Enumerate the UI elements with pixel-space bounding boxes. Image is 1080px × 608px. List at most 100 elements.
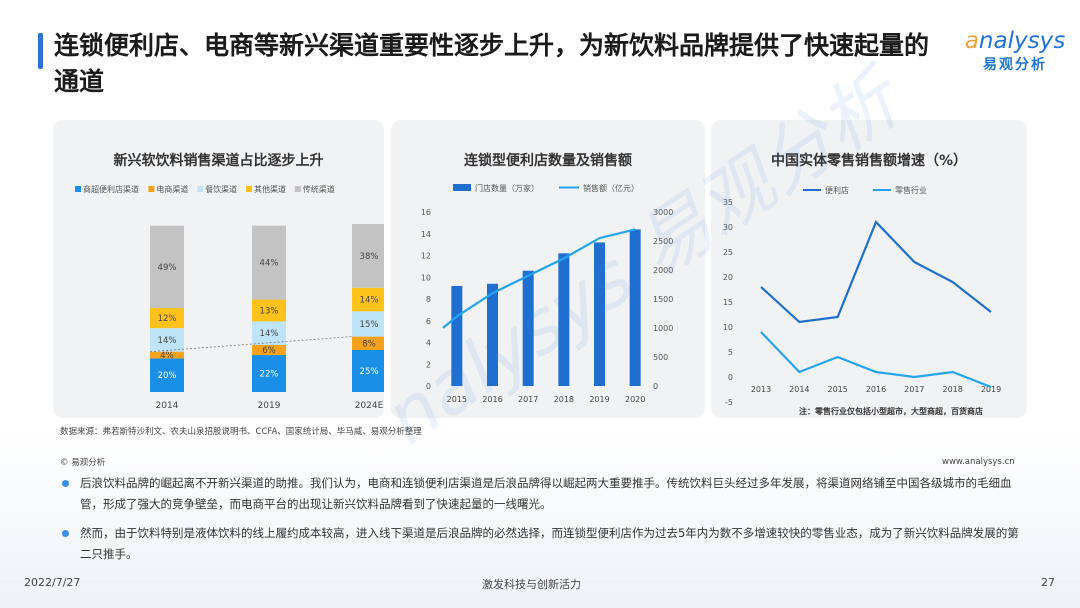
- legend-label: 商超便利店渠道: [83, 184, 139, 194]
- bullet-text: 然而，由于饮料特别是液体饮料的线上履约成本较高，进入线下渠道是后浪品牌的必然选择…: [80, 526, 1019, 561]
- y-tick-label: 6: [426, 317, 431, 326]
- bar-segment: [352, 224, 384, 288]
- y-tick-label: 12: [421, 252, 431, 261]
- chart-panel-retail-growth: 中国实体零售销售额增速（%） 便利店 零售行业 35 30 25 20 15 10 5 0 -5 20…: [711, 120, 1027, 418]
- legend-label: 便利店: [825, 185, 849, 195]
- legend-swatch: [75, 186, 81, 192]
- logo-subtitle: 易观分析: [983, 57, 1047, 73]
- bar: [629, 229, 641, 386]
- data-label: 25%: [360, 367, 379, 377]
- x-tick-label: 2019: [258, 401, 281, 411]
- data-label: 14%: [158, 336, 177, 346]
- x-tick-label: 2024E: [355, 401, 384, 411]
- y-tick-label: 8: [426, 295, 431, 304]
- y-tick-label: 0: [426, 382, 431, 391]
- legend-swatch: [453, 184, 471, 191]
- data-label: 4%: [160, 351, 174, 361]
- bar: [558, 253, 570, 386]
- chart-note: 注：零售行业仅包括小型超市，大型商超，百货商店: [799, 406, 983, 416]
- bar-line-combo-chart: 门店数量（万家） 销售额（亿元） 16 14 12 10 8 6 4 2 0 3000 2500 2000…: [421, 183, 674, 404]
- y-tick-label: 10: [723, 323, 733, 332]
- bar: [594, 242, 605, 386]
- y-tick-label: 20: [723, 273, 733, 282]
- bullet-dot: [62, 480, 69, 487]
- series-line: [760, 331, 992, 389]
- y-tick-label: 10: [421, 273, 431, 282]
- legend-label: 门店数量（万家）: [475, 183, 539, 193]
- series-line: [442, 228, 636, 329]
- chart-panel-channels: 新兴软饮料销售渠道占比逐步上升 商超便利店渠道 电商渠道 餐饮渠道 其他渠道 传统渠道 2…: [53, 120, 384, 418]
- bar-segment: [352, 350, 384, 392]
- y2-tick-label: 0: [653, 382, 658, 391]
- legend-label: 其他渠道: [254, 184, 286, 194]
- bar: [451, 285, 463, 386]
- x-tick-label: 2016: [482, 395, 502, 404]
- y-tick-label: 4: [426, 339, 431, 348]
- data-label: 13%: [260, 307, 279, 317]
- data-label: 14%: [360, 296, 379, 306]
- y2-tick-label: 2500: [653, 237, 673, 246]
- chart-title: 连锁型便利店数量及销售额: [464, 153, 632, 169]
- data-label: 44%: [260, 259, 279, 269]
- page-number: 27: [1041, 576, 1055, 589]
- x-tick-label: 2018: [554, 395, 574, 404]
- y2-tick-label: 3000: [653, 208, 673, 217]
- y2-tick-label: 1500: [653, 295, 673, 304]
- bar-segment: [252, 225, 286, 300]
- legend-label: 传统渠道: [303, 184, 335, 194]
- x-tick-label: 2014: [156, 401, 179, 411]
- x-tick-label: 2019: [589, 395, 609, 404]
- y-tick-label: 16: [421, 208, 431, 217]
- data-label: 49%: [158, 263, 177, 273]
- data-label: 15%: [360, 320, 379, 330]
- footer-date: 2022/7/27: [24, 576, 81, 589]
- page-title: 连锁便利店、电商等新兴渠道重要性逐步上升，为新饮料品牌提供了快速起量的通道: [54, 31, 930, 96]
- chart-title: 新兴软饮料销售渠道占比逐步上升: [113, 153, 324, 169]
- x-tick-label: 2020: [625, 395, 645, 404]
- data-label: 6%: [262, 346, 276, 356]
- bullet-paragraph: 后浪饮料品牌的崛起离不开新兴渠道的助推。我们认为，电商和连锁便利店渠道是后浪品牌…: [60, 473, 1030, 515]
- bar-segment: [150, 328, 184, 352]
- bar-segment: [252, 355, 286, 392]
- x-tick-label: 2017: [518, 395, 538, 404]
- title-accent-bar: [38, 33, 43, 69]
- y-tick-label: -5: [725, 398, 733, 407]
- bar-segment: [252, 299, 286, 322]
- data-label: 12%: [158, 314, 177, 324]
- website-link[interactable]: www.analysys.cn: [942, 457, 1015, 467]
- bar-segment: [150, 358, 184, 392]
- y-tick-label: 14: [421, 230, 431, 239]
- bullet-paragraph: 然而，由于饮料特别是液体饮料的线上履约成本较高，进入线下渠道是后浪品牌的必然选择…: [60, 523, 1030, 565]
- y-tick-label: 0: [728, 373, 733, 382]
- copyright: © 易观分析: [60, 458, 106, 468]
- y-tick-label: 25: [723, 248, 733, 257]
- x-tick-label: 2017: [904, 385, 924, 394]
- x-tick-label: 2013: [751, 385, 771, 394]
- x-tick-label: 2015: [447, 395, 467, 404]
- x-tick-label: 2014: [789, 385, 809, 394]
- data-label: 38%: [360, 252, 379, 262]
- y-tick-label: 2: [426, 360, 431, 369]
- background-skyline: [0, 430, 1080, 608]
- stacked-bar-chart: 商超便利店渠道 电商渠道 餐饮渠道 其他渠道 传统渠道 20% 4% 14% 12% 49% 201…: [75, 184, 384, 411]
- data-label: 14%: [260, 329, 279, 339]
- footer-slogan: 激发科技与创新活力: [482, 578, 581, 591]
- y2-tick-label: 2000: [653, 266, 673, 275]
- legend-swatch: [148, 186, 155, 192]
- data-source: 数据来源：弗若斯特沙利文、农夫山泉招股说明书、CCFA、国家统计局、毕马威、易观…: [60, 427, 422, 437]
- chart-title: 中国实体零售销售额增速（%）: [770, 153, 968, 169]
- legend-swatch: [246, 186, 252, 192]
- bar-segment: [150, 351, 184, 359]
- y-tick-label: 30: [723, 223, 733, 232]
- y-tick-label: 35: [723, 198, 733, 207]
- x-tick-label: 2019: [981, 385, 1001, 394]
- chart-panel-convenience-stores: 连锁型便利店数量及销售额 门店数量（万家） 销售额（亿元） 16 14 12 10 8 6 4 2…: [391, 120, 705, 418]
- legend-label: 电商渠道: [156, 184, 188, 194]
- legend-label: 销售额（亿元）: [583, 183, 639, 193]
- y-tick-label: 5: [728, 348, 733, 357]
- legend-label: 餐饮渠道: [205, 184, 237, 194]
- bar: [522, 270, 534, 386]
- bar-segment: [352, 311, 384, 337]
- bar-segment: [150, 225, 184, 308]
